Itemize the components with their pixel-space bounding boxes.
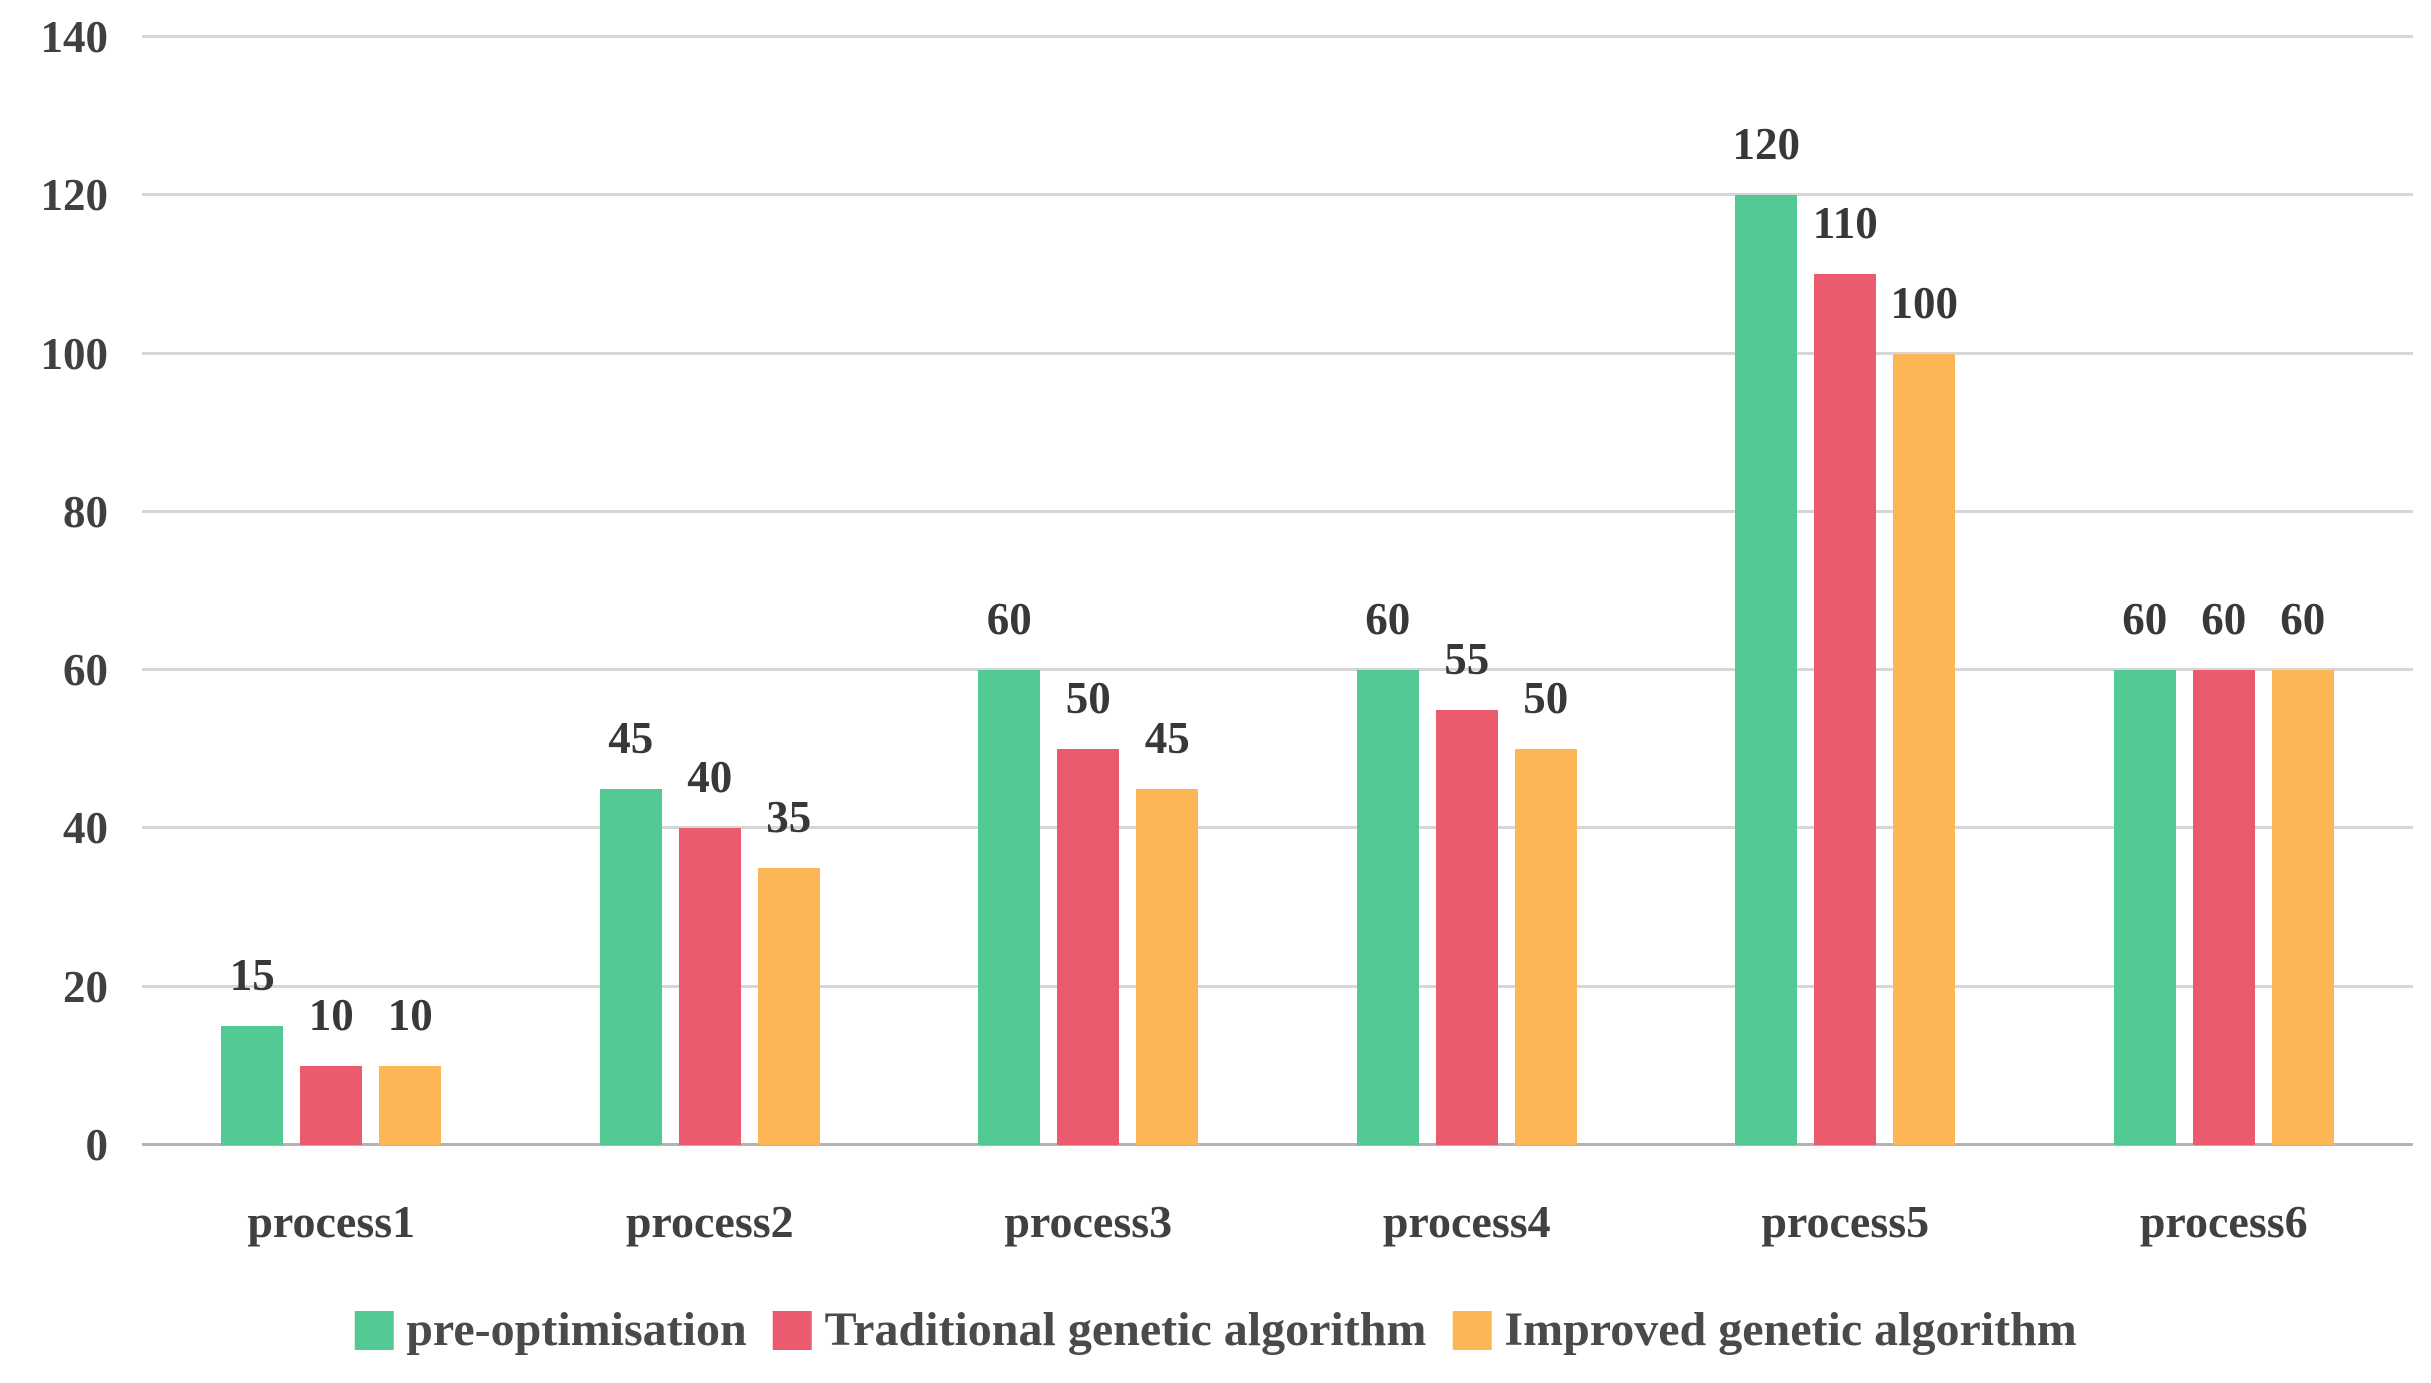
- gridline: [142, 193, 2413, 197]
- bar-value-label: 60: [1365, 594, 1411, 645]
- bar-process5-traditional-genetic-algorithm: [1814, 274, 1877, 1145]
- bar-process1-traditional-genetic-algorithm: [300, 1065, 363, 1145]
- gridline: [142, 826, 2413, 830]
- x-axis-category-label: process6: [2139, 1196, 2308, 1247]
- gridline: [142, 509, 2413, 513]
- bar-value-label: 45: [608, 712, 654, 763]
- bar-group-process5: 120 110 100: [1733, 37, 1958, 1145]
- bar-slot-process3-series1: 60: [978, 37, 1041, 1145]
- x-axis-category-label: process2: [625, 1196, 794, 1247]
- bar-process1-pre-optimisation: [221, 1026, 284, 1145]
- gridline: [142, 984, 2413, 988]
- bar-slot-process1-series1: 15: [221, 37, 284, 1145]
- bar-slot-process1-series3: 10: [379, 37, 442, 1145]
- bar-value-label: 10: [387, 989, 433, 1040]
- bar-slot-process1-series2: 10: [300, 37, 363, 1145]
- bar-group-process2: 45 40 35: [599, 37, 820, 1145]
- bar-slot-process2-series3: 35: [757, 37, 820, 1145]
- bar-process3-pre-optimisation: [978, 670, 1041, 1145]
- x-axis-line: [142, 1143, 2413, 1146]
- y-axis-tick-label: 60: [63, 645, 108, 696]
- legend-item-improved-genetic-algorithm: Improved genetic algorithm: [1452, 1303, 2077, 1356]
- y-axis-tick-label: 140: [40, 12, 109, 62]
- bar-value-label: 50: [1065, 673, 1111, 724]
- bar-slot-process3-series3: 45: [1136, 37, 1199, 1145]
- y-axis-tick-label: 80: [63, 486, 108, 537]
- bar-value-label: 60: [2122, 594, 2168, 645]
- bar-process3-improved-genetic-algorithm: [1136, 788, 1199, 1145]
- bar-slot-process4-series2: 55: [1435, 37, 1498, 1145]
- bar-value-label: 120: [1732, 119, 1801, 170]
- bar-slot-process5-series2: 110: [1812, 37, 1878, 1145]
- y-axis-tick-label: 40: [63, 803, 108, 854]
- bar-slot-process4-series3: 50: [1514, 37, 1577, 1145]
- bar-value-label: 110: [1812, 198, 1878, 249]
- legend-label: pre-optimisation: [406, 1303, 747, 1356]
- bar-group-process3: 60 50 45: [978, 37, 1199, 1145]
- bar-process5-improved-genetic-algorithm: [1893, 353, 1956, 1145]
- y-axis-tick-label: 0: [85, 1120, 109, 1170]
- bar-group-process6: 60 60 60: [2113, 37, 2334, 1145]
- bar-slot-process5-series1: 120: [1733, 37, 1800, 1145]
- gridline: [142, 35, 2413, 38]
- bar-value-label: 60: [986, 594, 1032, 645]
- bar-value-label: 15: [229, 950, 275, 1001]
- gridline: [142, 668, 2413, 672]
- bar-slot-process4-series1: 60: [1356, 37, 1419, 1145]
- bar-process2-improved-genetic-algorithm: [757, 868, 820, 1145]
- bar-process6-improved-genetic-algorithm: [2271, 670, 2334, 1145]
- bar-value-label: 55: [1444, 633, 1490, 684]
- bar-process6-traditional-genetic-algorithm: [2192, 670, 2255, 1145]
- bar-process2-traditional-genetic-algorithm: [678, 828, 741, 1145]
- legend-label: Traditional genetic algorithm: [824, 1303, 1427, 1356]
- legend-swatch-icon: [1452, 1310, 1492, 1350]
- legend-item-traditional-genetic-algorithm: Traditional genetic algorithm: [772, 1303, 1427, 1356]
- bar-slot-process6-series2: 60: [2192, 37, 2255, 1145]
- bar-process5-pre-optimisation: [1735, 195, 1798, 1145]
- bar-process1-improved-genetic-algorithm: [379, 1065, 442, 1145]
- bar-slot-process3-series2: 50: [1057, 37, 1120, 1145]
- x-axis-category-label: process1: [247, 1196, 416, 1247]
- gridline: [142, 351, 2413, 355]
- legend: pre-optimisation Traditional genetic algo…: [354, 1306, 2077, 1354]
- legend-swatch-icon: [354, 1310, 394, 1350]
- bar-process4-improved-genetic-algorithm: [1514, 749, 1577, 1145]
- y-axis-tick-label: 120: [40, 170, 109, 221]
- bar-process2-pre-optimisation: [599, 788, 662, 1145]
- bar-value-label: 60: [2201, 594, 2247, 645]
- bar-value-label: 45: [1144, 712, 1190, 763]
- y-axis-tick-label: 100: [40, 328, 109, 379]
- x-axis-category-label: process5: [1761, 1196, 1930, 1247]
- bar-slot-process5-series3: 100: [1891, 37, 1958, 1145]
- bar-value-label: 35: [766, 792, 812, 842]
- bar-process4-pre-optimisation: [1356, 670, 1419, 1145]
- x-axis-category-label: process3: [1004, 1196, 1173, 1247]
- bar-process6-pre-optimisation: [2113, 670, 2176, 1145]
- bar-process4-traditional-genetic-algorithm: [1435, 709, 1498, 1145]
- y-axis-tick-label: 20: [63, 961, 108, 1012]
- bar-value-label: 50: [1523, 673, 1569, 724]
- plot-area: 15 10 10 process1 45 40 35 process2 60 50 45 proces…: [142, 35, 2413, 1247]
- bar-value-label: 10: [308, 989, 354, 1040]
- bar-slot-process2-series1: 45: [599, 37, 662, 1145]
- legend-swatch-icon: [772, 1310, 812, 1350]
- bar-slot-process6-series1: 60: [2113, 37, 2176, 1145]
- bar-value-label: 100: [1890, 277, 1959, 328]
- bar-slot-process6-series3: 60: [2271, 37, 2334, 1145]
- bar-slot-process2-series2: 40: [678, 37, 741, 1145]
- bar-value-label: 40: [687, 752, 733, 803]
- bar-group-process1: 15 10 10: [221, 37, 442, 1145]
- legend-item-pre-optimisation: pre-optimisation: [354, 1303, 747, 1356]
- bar-group-process4: 60 55 50: [1356, 37, 1577, 1145]
- legend-label: Improved genetic algorithm: [1504, 1303, 2077, 1356]
- x-axis-category-label: process4: [1382, 1196, 1551, 1247]
- bar-process3-traditional-genetic-algorithm: [1057, 749, 1120, 1145]
- bar-value-label: 60: [2280, 594, 2326, 645]
